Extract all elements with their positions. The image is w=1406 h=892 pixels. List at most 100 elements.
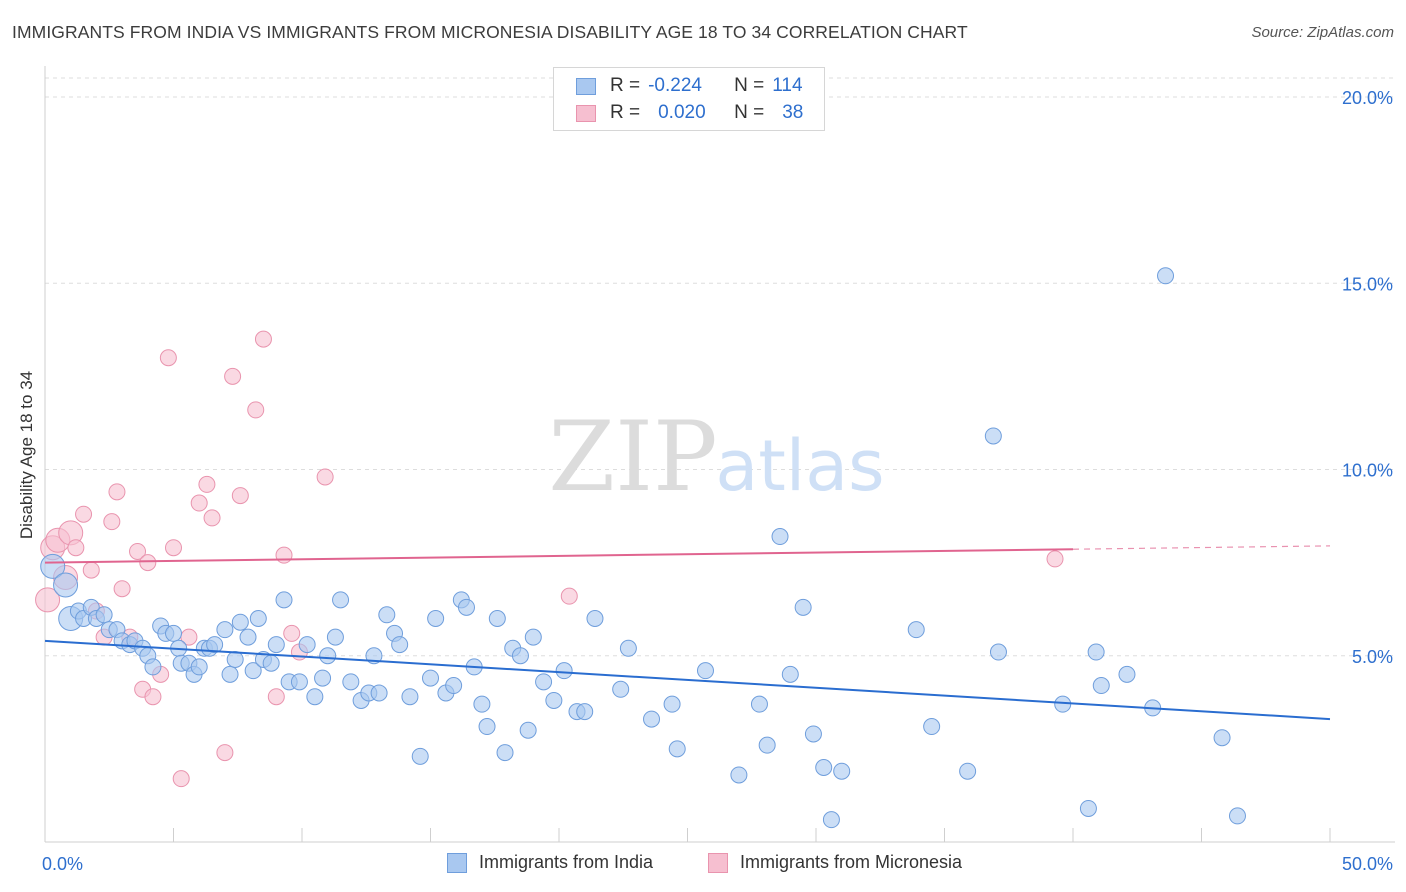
micronesia-points — [35, 330, 1064, 788]
india-point — [445, 677, 463, 695]
micronesia-point — [144, 688, 162, 706]
india-point — [262, 654, 280, 672]
micronesia-point — [165, 539, 182, 557]
micronesia-point — [113, 580, 131, 598]
india-trend-line — [44, 639, 1331, 721]
legend-n-label: N = — [734, 75, 765, 96]
micronesia-point — [267, 688, 285, 706]
india-point — [275, 591, 293, 609]
x-tick-label-max: 50.0% — [1342, 854, 1393, 874]
chart-title: IMMIGRANTS FROM INDIA VS IMMIGRANTS FROM… — [12, 22, 968, 42]
india-point — [319, 647, 337, 665]
micronesia-point — [172, 770, 190, 788]
india-point — [1092, 677, 1110, 695]
india-point — [758, 736, 776, 754]
source-credit: Source: ZipAtlas.com — [1251, 24, 1394, 41]
micronesia-point — [139, 554, 157, 572]
legend-row-india: R = -0.224 N = 114 — [576, 73, 803, 99]
india-point — [668, 740, 686, 758]
india-point — [411, 747, 429, 765]
india-point — [1157, 267, 1175, 285]
micronesia-point — [198, 475, 216, 493]
india-point — [907, 621, 925, 639]
micronesia-point — [108, 483, 126, 501]
axes — [44, 66, 1395, 843]
india-point — [239, 628, 257, 646]
india-point — [231, 613, 249, 631]
india-point — [822, 811, 840, 829]
micronesia-point — [560, 587, 578, 605]
india-point — [144, 658, 162, 676]
legend-r-value-india: -0.224 — [648, 75, 702, 96]
india-point — [332, 591, 350, 609]
micronesia-point — [231, 487, 249, 505]
india-point — [249, 610, 267, 627]
micronesia-point — [67, 539, 85, 557]
micronesia-trend-extension — [1072, 545, 1331, 550]
legend-swatch-india — [576, 77, 596, 95]
micronesia-point — [283, 624, 301, 642]
micronesia-point — [129, 542, 147, 560]
micronesia-point — [316, 468, 334, 486]
india-point — [314, 669, 332, 687]
india-point — [216, 621, 234, 639]
micronesia-point — [190, 494, 208, 512]
india-point — [833, 762, 851, 780]
legend-n-label: N = — [734, 102, 765, 123]
india-point — [378, 606, 396, 624]
india-point — [1079, 799, 1097, 817]
india-point — [427, 610, 445, 627]
correlation-legend: R = -0.224 N = 114 R = 0.020 N = 38 — [553, 67, 825, 131]
trend-lines — [44, 545, 1331, 721]
india-point — [612, 680, 630, 698]
y-tick-label: 10.0% — [1342, 461, 1393, 481]
micronesia-point — [82, 561, 100, 579]
tick-labels: 5.0% 10.0% 15.0% 20.0% 0.0% 50.0% — [42, 88, 1393, 874]
india-point — [794, 598, 812, 616]
india-point — [619, 639, 637, 657]
watermark-zip: ZIP — [548, 401, 717, 513]
india-point — [53, 572, 79, 598]
y-tick-label: 15.0% — [1342, 274, 1393, 294]
india-point — [511, 647, 529, 665]
india-points — [40, 267, 1246, 829]
india-point — [519, 721, 537, 739]
india-point — [306, 688, 324, 706]
legend-n-value-india: 114 — [772, 75, 803, 96]
x-tick-label-min: 0.0% — [42, 854, 83, 874]
micronesia-point — [159, 349, 177, 367]
micronesia-point — [35, 587, 61, 613]
india-point — [422, 669, 439, 687]
micronesia-point — [203, 509, 221, 527]
india-point — [206, 636, 224, 654]
india-point — [290, 673, 308, 691]
india-point — [496, 744, 514, 762]
micronesia-point — [1046, 550, 1064, 568]
india-point — [1213, 729, 1231, 747]
india-point — [524, 628, 542, 646]
legend-row-micronesia: R = 0.020 N = 38 — [576, 100, 803, 126]
legend-r-value-micronesia: 0.020 — [658, 102, 706, 123]
india-point — [326, 628, 344, 646]
india-point — [267, 636, 285, 654]
india-point — [298, 636, 316, 654]
india-point — [226, 650, 244, 668]
india-point — [771, 528, 789, 546]
india-point — [165, 624, 182, 642]
india-point — [959, 762, 977, 780]
india-point — [1087, 643, 1105, 661]
y-tick-label: 20.0% — [1342, 88, 1393, 108]
series-label-india: Immigrants from India — [479, 852, 654, 872]
india-point — [750, 695, 768, 713]
y-axis-label: Disability Age 18 to 34 — [17, 371, 36, 539]
legend-r-label: R = — [610, 75, 641, 96]
legend-n-value-micronesia: 38 — [782, 102, 804, 123]
micronesia-point — [224, 367, 242, 385]
india-point — [989, 643, 1007, 661]
india-point — [984, 427, 1002, 445]
micronesia-point — [275, 546, 293, 564]
india-point — [535, 673, 553, 691]
legend-swatch-micronesia — [576, 104, 596, 122]
micronesia-trend-line — [44, 548, 1074, 564]
